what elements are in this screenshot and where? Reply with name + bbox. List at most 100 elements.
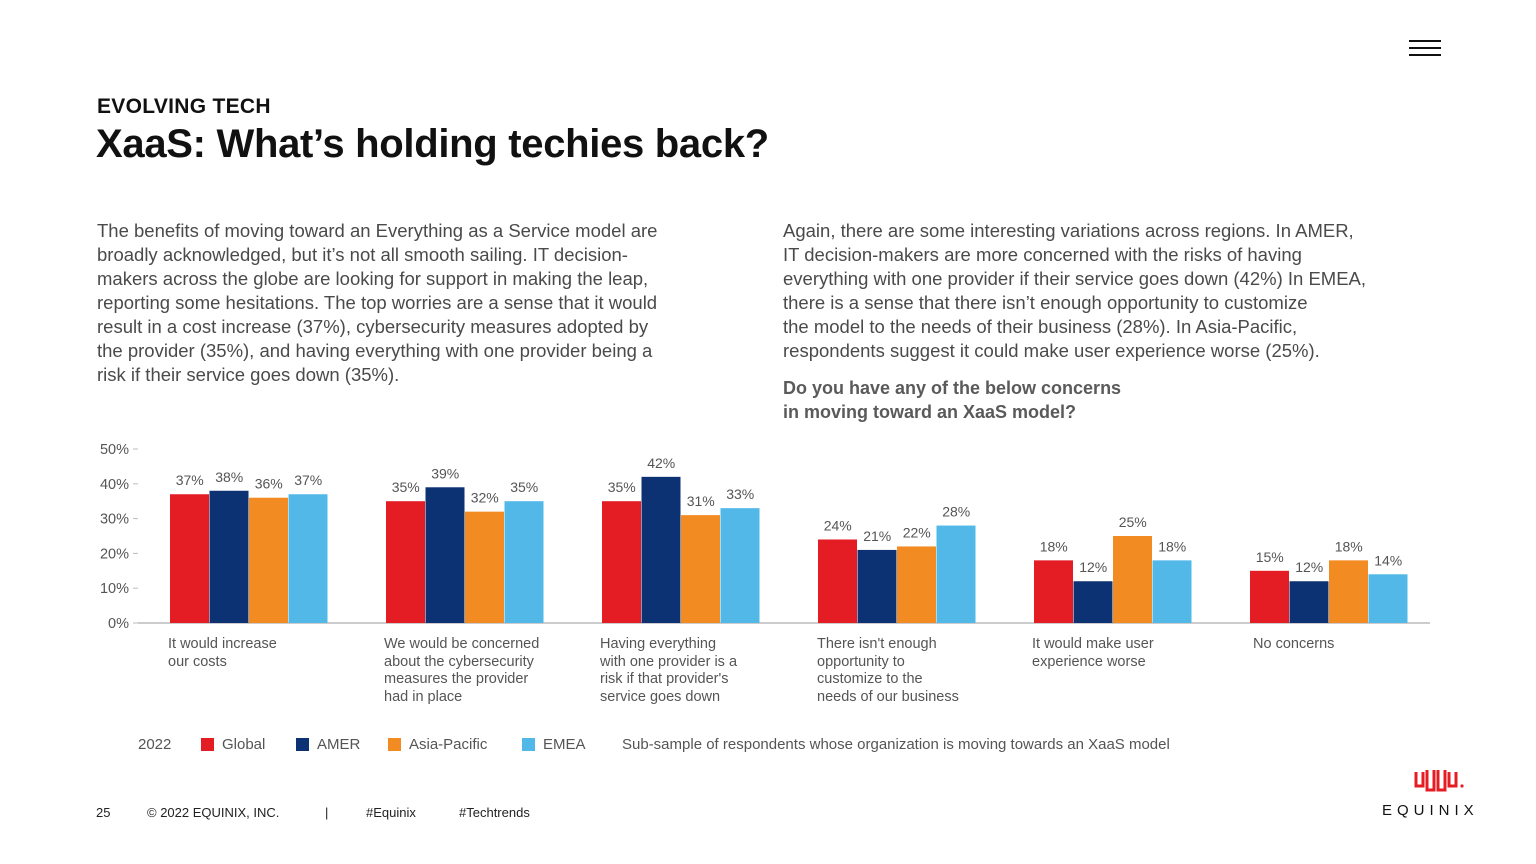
legend-swatch-amer [296,738,309,751]
bar-amer [1289,581,1329,623]
bar-amer [857,549,897,623]
page-title: XaaS: What’s holding techies back? [96,122,769,166]
bar-amer [425,487,465,623]
legend-swatch-asia-pacific [388,738,401,751]
data-label: 35% [510,479,538,495]
data-label: 18% [1040,538,1068,554]
data-label: 33% [726,486,754,502]
data-label: 38% [215,469,243,485]
data-label: 37% [294,472,322,488]
bar-asia-pacific [1113,536,1152,623]
intro-right-line: IT decision-makers are more concerned wi… [783,244,1302,265]
y-tick-label: 50% [100,442,129,458]
category-label: No concerns [1253,636,1433,654]
legend-swatch-emea [522,738,535,751]
data-label: 31% [687,493,715,509]
legend-label-asia-pacific: Asia-Pacific [409,736,488,753]
footer-separator: | [325,805,329,820]
data-label: 21% [863,528,891,544]
category-label-line: It would increase [168,636,277,652]
intro-right-line: respondents suggest it could make user e… [783,340,1320,361]
intro-left-line: The benefits of moving toward an Everyth… [97,220,658,241]
intro-left-line: makers across the globe are looking for … [97,268,649,289]
category-label-line: about the cybersecurity [384,653,534,670]
hashtag-equinix[interactable]: #Equinix [366,805,416,820]
data-label: 24% [824,517,852,533]
page-number: 25 [96,805,111,820]
bar-asia-pacific [1329,560,1368,623]
question-line: in moving toward an XaaS model? [783,402,1077,422]
category-label-line: service goes down [600,688,721,705]
bar-asia-pacific [249,497,288,623]
category-label: We would be concerned about the cybersecu… [384,636,564,706]
equinix-logo-mark [1414,770,1464,792]
data-label: 35% [392,479,420,495]
bar-amer [209,490,249,623]
y-tick-label: 30% [100,512,129,528]
legend-year: 2022 [138,736,172,753]
data-label: 32% [471,490,499,506]
y-tick-label: 20% [100,546,129,562]
intro-paragraph-right: Again, there are some interesting variat… [783,219,1453,363]
intro-left-line: broadly acknowledged, but it’s not all s… [97,244,628,265]
bar-emea [1368,574,1408,623]
category-label-line: There isn't enough [817,636,937,652]
hashtag-techtrends[interactable]: #Techtrends [459,805,530,820]
data-label: 39% [431,465,459,481]
intro-left-line: reporting some hesitations. The top worr… [97,292,658,313]
data-label: 37% [176,472,204,488]
bar-asia-pacific [897,546,936,623]
concerns-bar-chart: 0% 10% 20% 30% 40% 50% 37% 35% 35% 24% 18% 15% 38% 39… [100,442,1430,630]
data-label: 22% [903,524,931,540]
category-label-line: measures the provider [384,671,529,687]
data-label: 12% [1079,559,1107,575]
intro-paragraph-left: The benefits of moving toward an Everyth… [97,219,747,387]
category-label-line: No concerns [1253,636,1335,652]
category-label-line: had in place [384,688,463,705]
sample-note: Sub-sample of respondents whose organiza… [622,736,1170,753]
intro-left-line: the provider (35%), and having everythin… [97,340,653,361]
bar-global [602,501,641,623]
question-line: Do you have any of the below concerns [783,378,1122,398]
data-label: 18% [1158,538,1186,554]
menu-icon[interactable] [1409,40,1441,56]
category-label-line: It would make user [1032,636,1154,652]
intro-right-line: the model to the needs of their business… [783,316,1298,337]
bar-amer [1073,581,1113,623]
data-label: 15% [1256,549,1284,565]
y-tick-label: 40% [100,477,129,493]
intro-right-line: Again, there are some interesting variat… [783,220,1354,241]
bar-emea [1152,560,1192,623]
bar-global [818,539,857,623]
bar-global [170,494,209,623]
category-label: It would increase our costs [168,636,348,671]
bar-emea [288,494,328,623]
category-label-line: We would be concerned [384,636,540,652]
category-label: It would make user experience worse [1032,636,1212,671]
category-label: There isn't enough opportunity to customiz… [817,636,997,706]
intro-left-line: risk if their service goes down (35%). [97,364,400,385]
copyright: © 2022 EQUINIX, INC. [147,805,280,820]
data-label: 35% [608,479,636,495]
category-label-line: opportunity to [817,653,905,670]
equinix-logo[interactable]: EQUINIX [1382,766,1492,822]
category-label-line: risk if that provider's [600,671,729,687]
legend-label-global: Global [222,736,266,753]
category-label-line: our costs [168,653,227,670]
section-eyebrow: EVOLVING TECH [97,95,271,118]
intro-left-line: result in a cost increase (37%), cyberse… [97,316,649,337]
data-label: 25% [1119,514,1147,530]
y-tick-label: 0% [108,616,129,630]
bar-global [1250,570,1289,623]
bar-global [386,501,425,623]
intro-right-line: there is a sense that there isn’t enough… [783,292,1308,313]
category-label-line: customize to the [817,671,923,687]
data-label: 14% [1374,552,1402,568]
category-label-line: needs of our business [817,688,959,705]
bar-amer [641,476,681,623]
data-label: 28% [942,504,970,520]
survey-question: Do you have any of the below concerns in… [783,376,1121,424]
category-label-line: Having everything [600,636,717,652]
data-label: 18% [1335,538,1363,554]
